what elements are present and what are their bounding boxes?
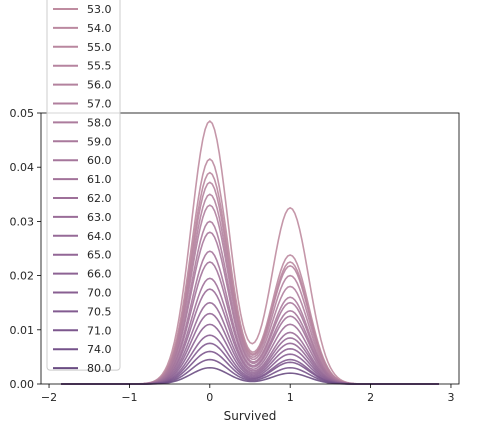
x-tick-label: −2 (41, 391, 57, 404)
legend-label: 62.0 (87, 192, 112, 205)
legend: 53.0 54.0 55.0 55.5 56.0 57.0 58.0 59.0 60.0 61.0… (46, 0, 121, 375)
legend-label: 65.0 (87, 249, 112, 262)
legend-label: 66.0 (87, 268, 112, 281)
y-tick-label: 0.05 (10, 107, 35, 120)
plot-frame (40, 112, 460, 385)
x-tick-label: 2 (367, 391, 374, 404)
x-tick-label: 1 (287, 391, 294, 404)
x-tick-label: 3 (447, 391, 454, 404)
axes-layer: −2 −1 0 1 2 3 0.00 0.01 0.02 0.03 0.04 0.05 Survived (10, 107, 460, 423)
x-tick-label: 0 (206, 391, 213, 404)
legend-label: 59.0 (87, 135, 112, 148)
legend-label: 74.0 (87, 343, 112, 356)
y-tick-label: 0.02 (10, 270, 35, 283)
y-tick-label: 0.04 (10, 161, 35, 174)
y-tick-label: 0.03 (10, 215, 35, 228)
legend-label: 55.5 (87, 60, 112, 73)
legend-label: 53.0 (87, 3, 112, 16)
legend-label: 80.0 (87, 362, 112, 375)
legend-label: 63.0 (87, 211, 112, 224)
legend-label: 55.0 (87, 41, 112, 54)
legend-label: 70.5 (87, 305, 112, 318)
legend-label: 58.0 (87, 116, 112, 129)
legend-label: 64.0 (87, 230, 112, 243)
legend-label: 56.0 (87, 79, 112, 92)
y-tick-label: 0.01 (10, 324, 35, 337)
legend-label: 70.0 (87, 287, 112, 300)
legend-label: 61.0 (87, 173, 112, 186)
legend-label: 71.0 (87, 324, 112, 337)
legend-label: 54.0 (87, 22, 112, 35)
legend-box (46, 0, 121, 371)
legend-label: 60.0 (87, 154, 112, 167)
y-tick-label: 0.00 (10, 378, 35, 391)
x-axis-label: Survived (224, 409, 277, 423)
x-tick-label: −1 (121, 391, 137, 404)
legend-label: 57.0 (87, 98, 112, 111)
